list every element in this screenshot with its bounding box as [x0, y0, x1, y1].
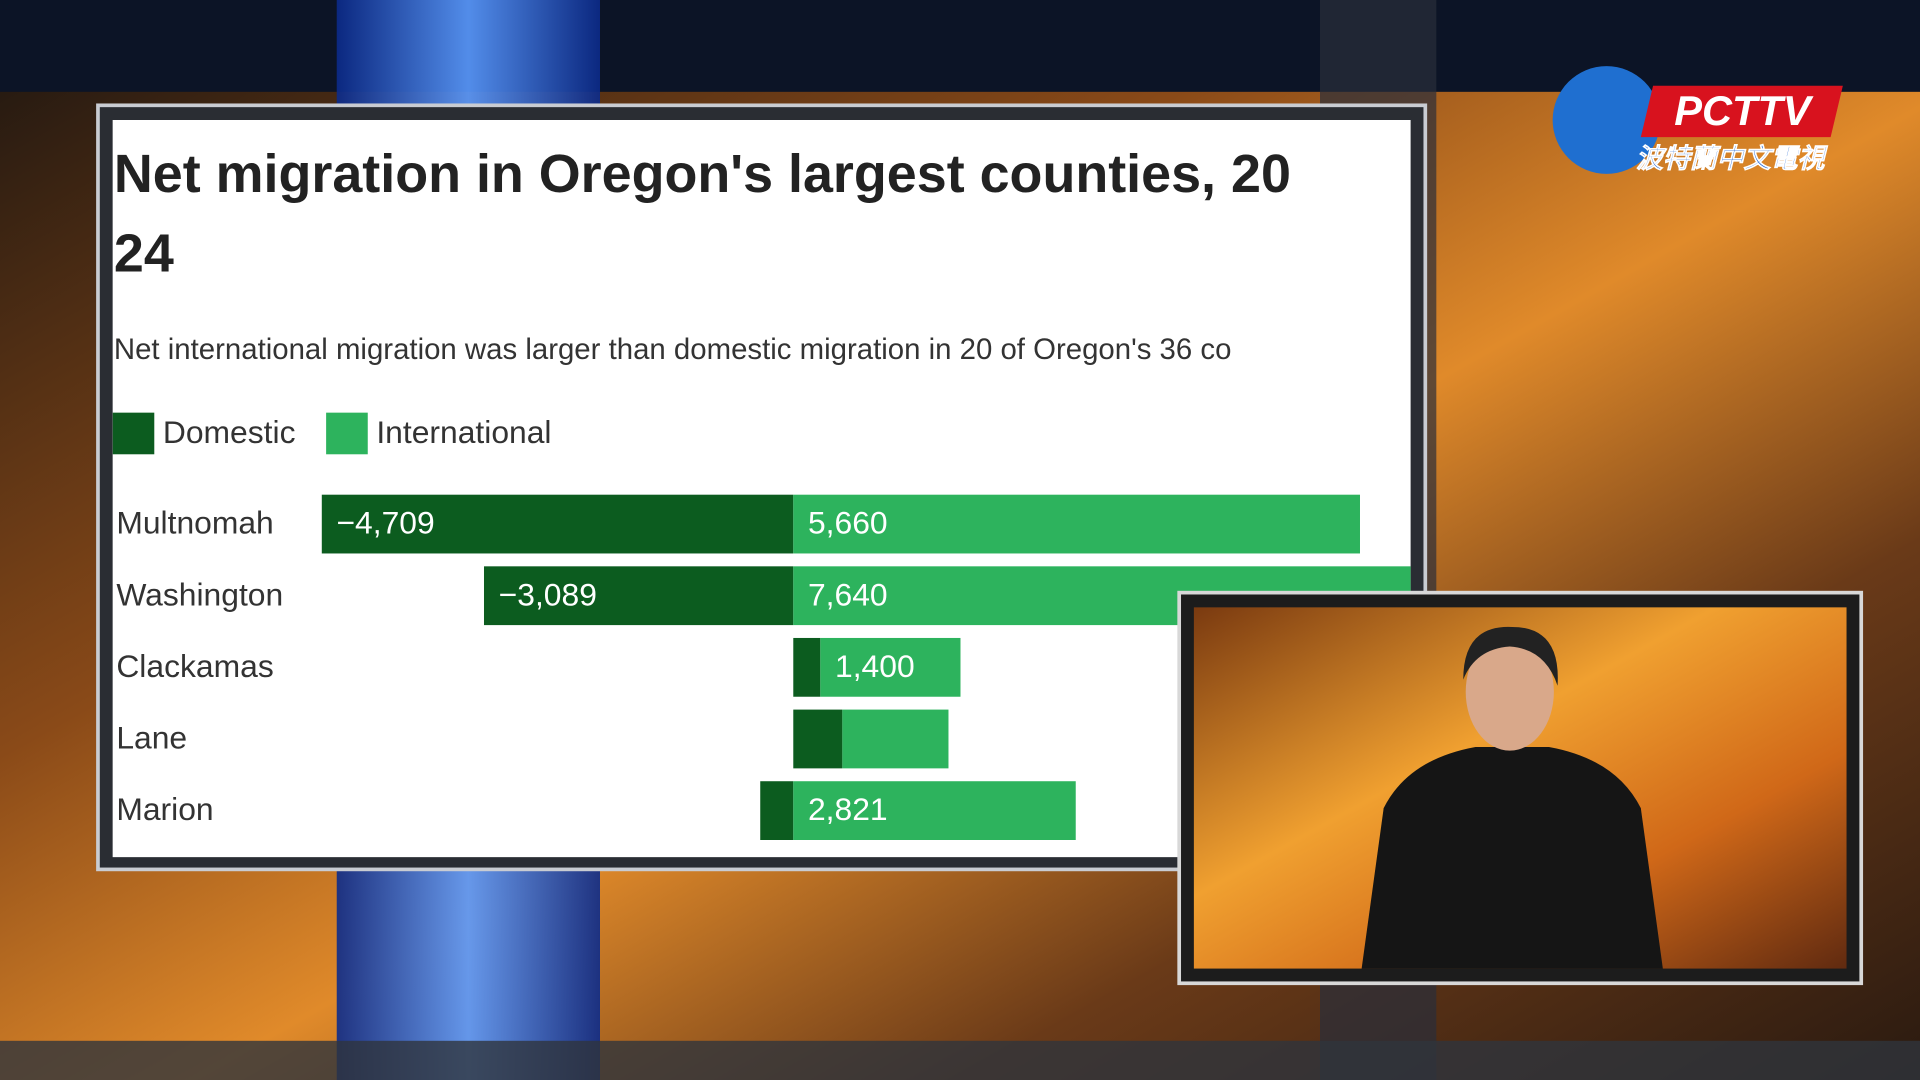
logo: PCTTV 波特蘭中文電視	[1552, 66, 1843, 174]
value-label: 7,640	[808, 576, 888, 612]
logo-subtitle: 波特蘭中文電視	[1636, 144, 1829, 174]
value-label: −3,089	[499, 576, 597, 612]
bar	[793, 781, 1076, 840]
bar	[793, 637, 821, 697]
chart: Net migration in Oregon's largest counti…	[112, 144, 1411, 840]
logo-name: PCTTV	[1674, 87, 1814, 134]
logo-globe	[1552, 66, 1661, 174]
bar	[793, 709, 843, 769]
chart-title: 24	[114, 223, 174, 283]
presenter-inset	[1177, 590, 1864, 986]
value-label: 2,821	[808, 791, 888, 827]
category-label: Multnomah	[116, 505, 273, 541]
bar	[842, 709, 949, 769]
bar	[760, 781, 794, 840]
bar	[483, 566, 794, 626]
bar	[820, 637, 961, 697]
legend-swatch	[112, 412, 155, 455]
category-label: Washington	[116, 576, 283, 612]
chart-title: Net migration in Oregon's largest counti…	[114, 144, 1291, 204]
value-label: −4,709	[336, 505, 434, 541]
value-label: 5,660	[808, 505, 888, 541]
floor-band	[0, 1040, 1920, 1080]
presenter-hair	[1463, 626, 1558, 686]
category-label: Clackamas	[116, 648, 273, 684]
presenter-body	[1361, 746, 1663, 969]
logo-badge	[1640, 85, 1843, 138]
legend-label: International	[376, 414, 551, 450]
value-label: 1,400	[835, 648, 915, 684]
category-label: Lane	[116, 720, 187, 756]
bar	[793, 494, 1360, 554]
bar	[321, 494, 794, 554]
category-label: Marion	[116, 791, 213, 827]
presenter-head	[1465, 633, 1554, 751]
legend-label: Domestic	[163, 414, 296, 450]
legend-swatch	[326, 412, 368, 455]
chart-subtitle: Net international migration was larger t…	[114, 333, 1232, 366]
